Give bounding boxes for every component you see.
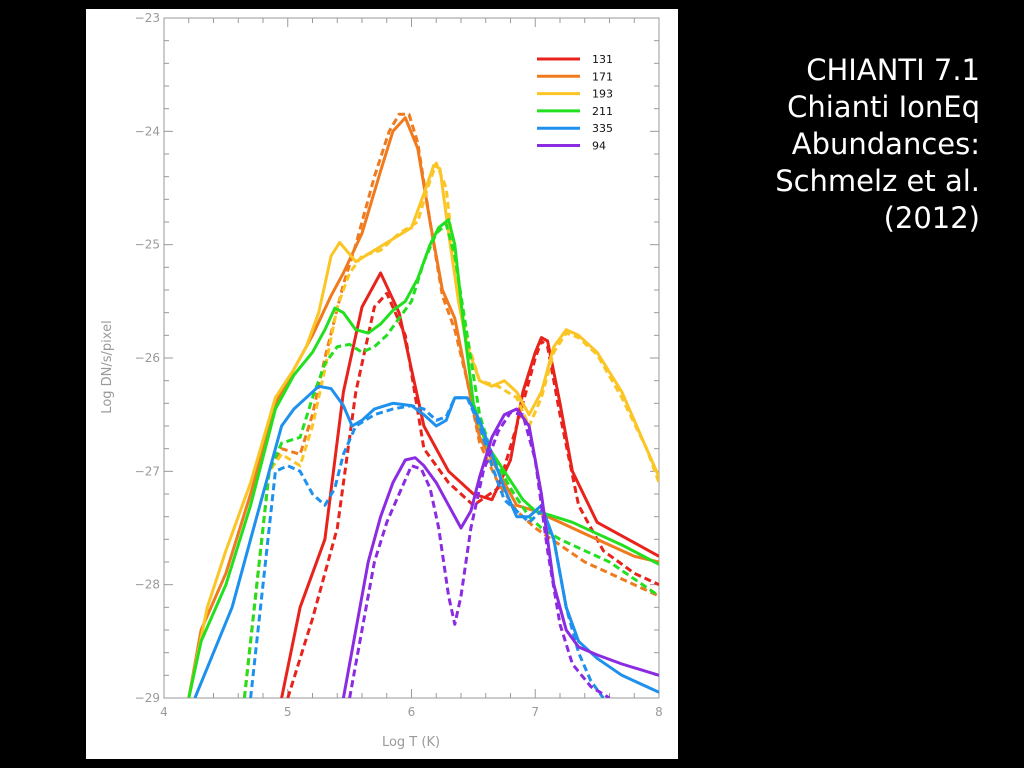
y-tick-label: −28 [135, 578, 160, 592]
series-335-dashed-line [249, 396, 605, 698]
series-171-dashed-line [242, 112, 659, 698]
legend-label-94: 94 [592, 140, 606, 153]
y-tick-label: −27 [135, 464, 160, 478]
caption-line: Schmelz et al. [775, 164, 980, 198]
x-tick-label: 7 [531, 705, 539, 719]
series-211-dashed-line [242, 222, 659, 698]
y-axis-label: Log DN/s/pixel [100, 320, 115, 413]
x-axis-label: Log T (K) [382, 735, 440, 750]
y-tick-label: −26 [135, 351, 160, 365]
series-335-solid-line [193, 384, 659, 698]
axis-ticks: 4 5 6 7 8 −29 −28 −27 −26 −25 −24 −23 [135, 11, 663, 719]
caption-line: Abundances: [791, 127, 980, 161]
x-tick-label: 5 [284, 705, 292, 719]
temperature-response-chart: 4 5 6 7 8 −29 −28 −27 −26 −25 −24 −23 131 171 193 211 3… [100, 11, 663, 750]
series-193-solid-line [187, 163, 659, 698]
chart-panel: 4 5 6 7 8 −29 −28 −27 −26 −25 −24 −23 131 171 193 211 3… [86, 9, 678, 759]
series-171-solid-line [187, 116, 659, 698]
series-lines [187, 112, 659, 698]
legend-label-335: 335 [592, 122, 613, 135]
series-131-solid-line [280, 271, 659, 698]
y-tick-label: −23 [135, 11, 160, 25]
caption-line: Chianti IonEq [787, 90, 980, 124]
legend: 131 171 193 211 335 94 [537, 53, 613, 153]
x-tick-label: 6 [408, 705, 416, 719]
x-tick-label: 4 [160, 705, 168, 719]
legend-label-171: 171 [592, 70, 613, 83]
caption-line: (2012) [883, 201, 980, 235]
y-tick-label: −29 [135, 691, 160, 705]
legend-label-193: 193 [592, 88, 613, 101]
y-tick-label: −24 [135, 124, 160, 138]
legend-label-131: 131 [592, 53, 613, 66]
series-94-solid-line [341, 407, 659, 698]
legend-label-211: 211 [592, 105, 613, 118]
slide-caption: CHIANTI 7.1 Chianti IonEq Abundances: Sc… [680, 52, 980, 237]
caption-line: CHIANTI 7.1 [806, 53, 980, 87]
y-tick-label: −25 [135, 238, 160, 252]
x-tick-label: 8 [655, 705, 663, 719]
